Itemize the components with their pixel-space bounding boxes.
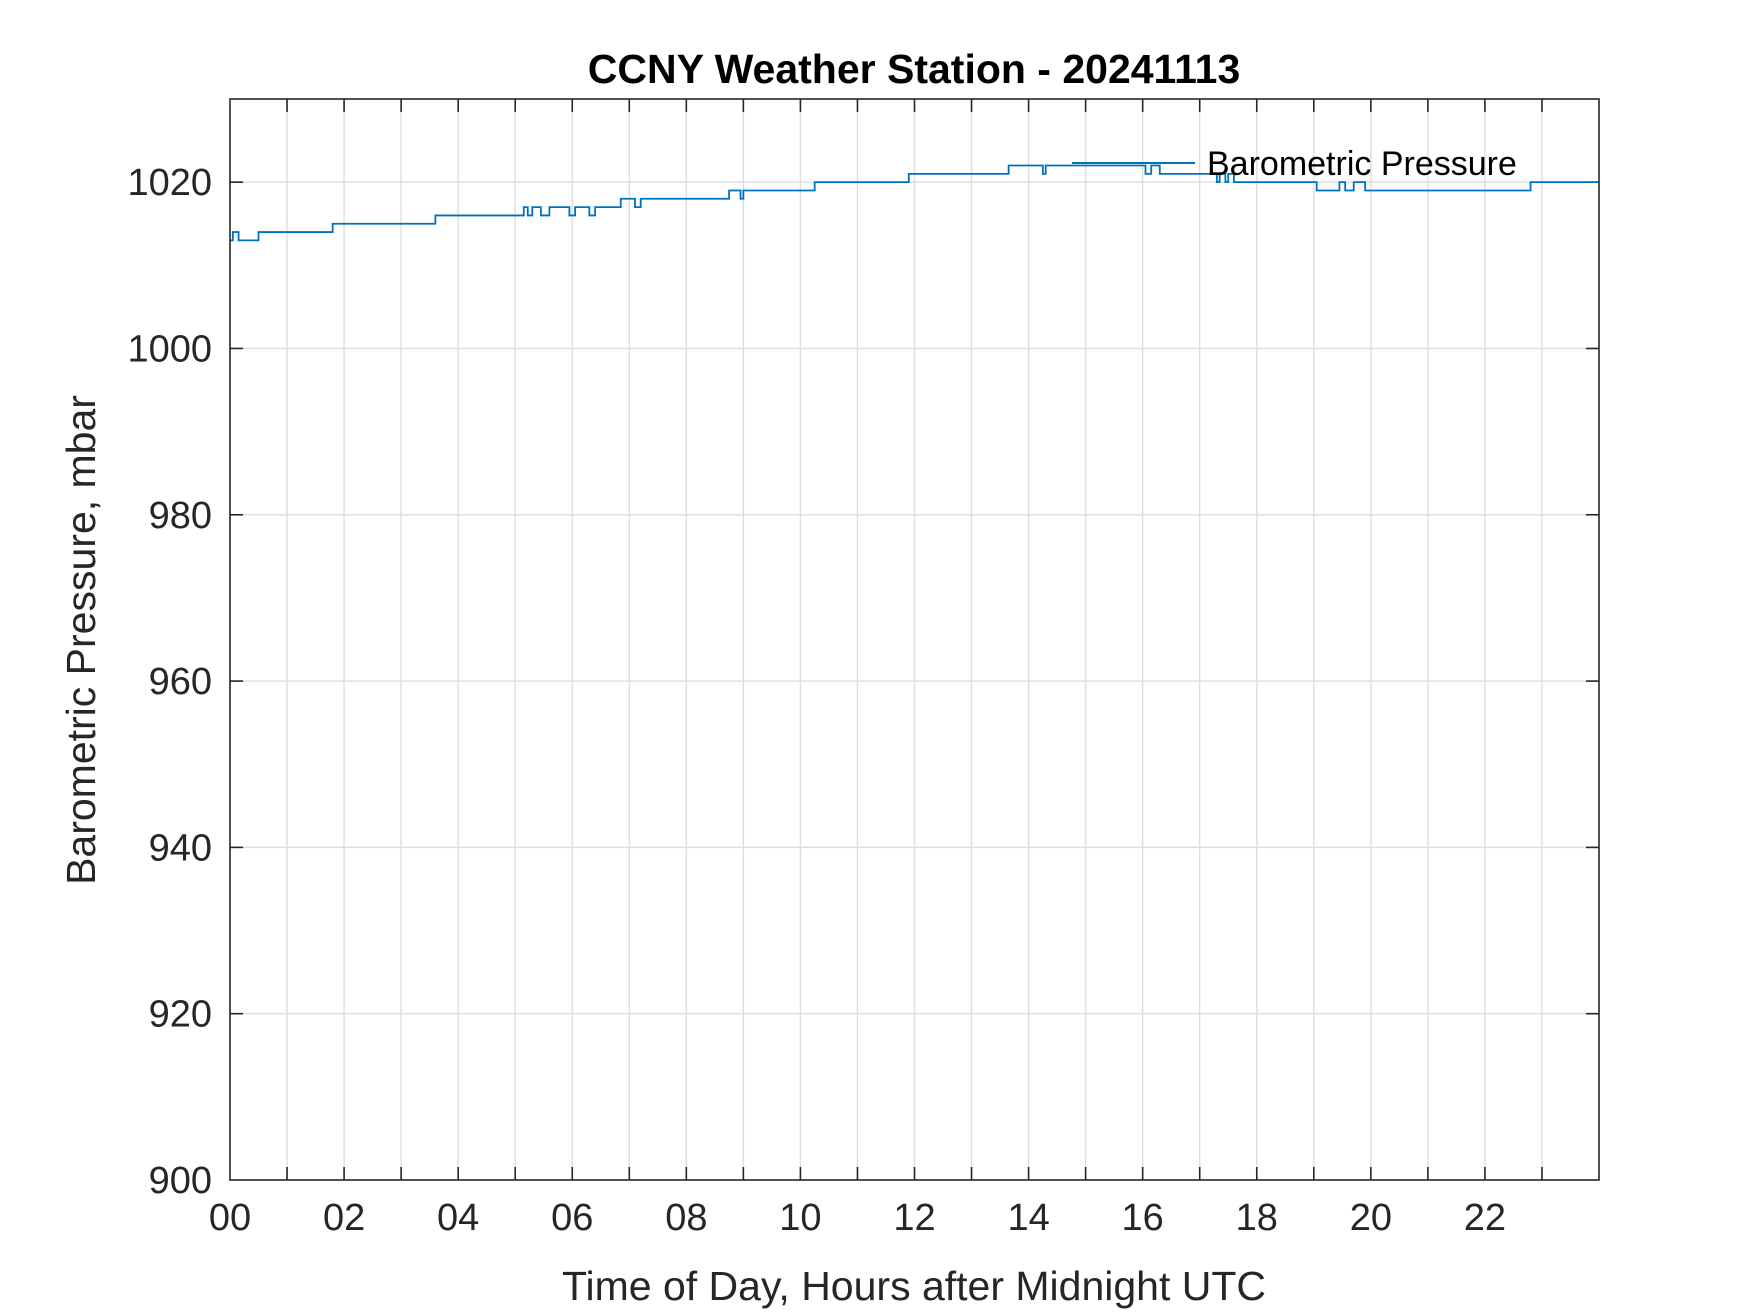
x-tick-labels: 00 02 04 06 08 10 12 14 16 18 20 22	[209, 1197, 1506, 1239]
x-axis-label: Time of Day, Hours after Midnight UTC	[562, 1263, 1266, 1309]
x-tick-label: 14	[1007, 1197, 1049, 1239]
axes-box	[229, 98, 1600, 1181]
y-tick-label: 980	[149, 495, 212, 537]
x-tick-label: 06	[551, 1197, 593, 1239]
legend: Barometric Pressure	[1072, 145, 1517, 183]
series-layer	[230, 164, 1599, 242]
legend-label-barometric-pressure: Barometric Pressure	[1207, 145, 1517, 183]
y-tick-label: 940	[149, 827, 212, 869]
x-tick-label: 08	[665, 1197, 707, 1239]
series-line-barometric-pressure	[230, 164, 1599, 242]
x-tick-label: 20	[1350, 1197, 1392, 1239]
x-tick-label: 04	[437, 1197, 479, 1239]
x-tick-label: 22	[1464, 1197, 1506, 1239]
y-tick-label: 900	[149, 1160, 212, 1202]
x-tick-label: 16	[1122, 1197, 1164, 1239]
chart-title: CCNY Weather Station - 20241113	[588, 46, 1241, 92]
y-axis-label: Barometric Pressure, mbar	[58, 395, 104, 885]
grid	[230, 99, 1599, 1180]
y-tick-labels: 900 920 940 960 980 1000 1020	[127, 162, 212, 1202]
x-tick-label: 12	[893, 1197, 935, 1239]
y-tick-label: 960	[149, 661, 212, 703]
tick-marks	[230, 99, 1599, 1180]
y-tick-label: 920	[149, 994, 212, 1036]
x-tick-label: 00	[209, 1197, 251, 1239]
y-tick-label: 1020	[127, 162, 212, 204]
y-tick-label: 1000	[127, 328, 212, 370]
x-tick-label: 18	[1236, 1197, 1278, 1239]
x-tick-label: 02	[323, 1197, 365, 1239]
x-tick-label: 10	[779, 1197, 821, 1239]
